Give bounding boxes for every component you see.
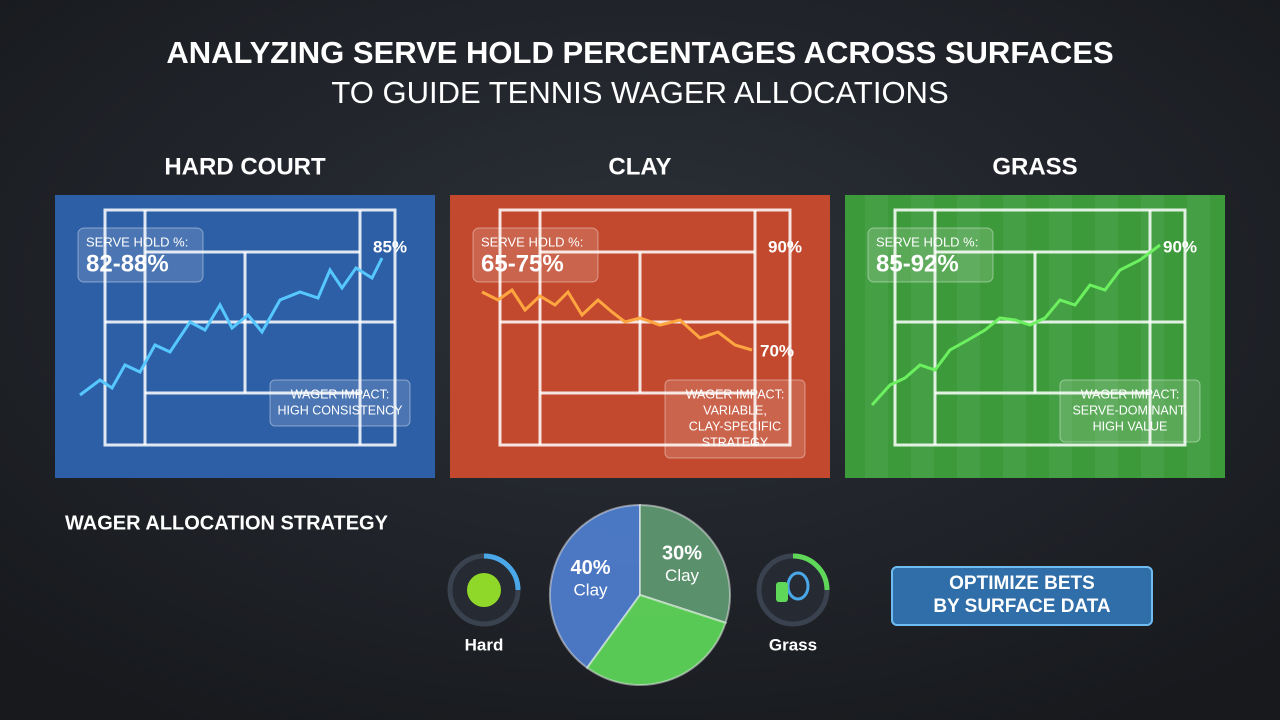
impact-text: VARIABLE, xyxy=(703,403,767,417)
impact-box xyxy=(664,379,806,459)
court-line xyxy=(498,208,792,447)
grass-stripe xyxy=(1095,195,1118,478)
court-lines xyxy=(893,208,1187,447)
trend-line xyxy=(79,257,384,397)
grass-stripe xyxy=(865,195,888,478)
grass-icon xyxy=(756,553,830,627)
value-marker: 85% xyxy=(373,237,407,256)
impact-text: WAGER IMPACT: xyxy=(686,387,785,401)
impact-text: HIGH VALUE xyxy=(1093,419,1168,433)
trend-line xyxy=(481,287,753,352)
hold-range: 85-92% xyxy=(876,250,959,277)
hold-box xyxy=(867,227,994,283)
icon-label: Hard xyxy=(465,635,504,654)
impact-text: CLAY-SPECIFIC xyxy=(689,419,781,433)
impact-text: WAGER IMPACT: xyxy=(1081,387,1180,401)
button[interactable] xyxy=(891,566,1153,626)
value-marker: 90% xyxy=(768,237,802,256)
grass-stripe xyxy=(911,195,934,478)
icon-label: Grass xyxy=(769,635,817,654)
grass-stripe xyxy=(1187,195,1210,478)
title: TO GUIDE TENNIS WAGER ALLOCATIONS xyxy=(331,75,948,110)
button-text[interactable]: OPTIMIZE BETS xyxy=(949,573,1095,594)
court-line xyxy=(893,208,1187,447)
panel-heading: HARD COURT xyxy=(164,153,326,180)
pie-slice xyxy=(585,593,727,686)
impact-text: WAGER IMPACT: xyxy=(291,387,390,401)
court-line xyxy=(103,208,397,447)
hold-range: 65-75% xyxy=(481,250,564,277)
slice-label: Clay xyxy=(665,566,700,585)
impact-box xyxy=(1059,379,1201,443)
court-panel: SERVE HOLD %:85-92% 90% WAGER IMPACT: SERVE… xyxy=(845,195,1225,478)
value-marker: 70% xyxy=(760,341,794,360)
pie-slice xyxy=(639,503,731,625)
pie-slice xyxy=(549,503,641,670)
hold-box xyxy=(77,227,204,283)
hard-icon xyxy=(447,553,521,627)
impact-text: HIGH CONSISTENCY xyxy=(277,403,403,417)
slice-value: 40% xyxy=(571,557,611,579)
strategy-heading: WAGER ALLOCATION STRATEGY xyxy=(65,512,389,534)
panel-heading: GRASS xyxy=(992,153,1077,180)
hold-range: 82-88% xyxy=(86,250,169,277)
hold-label: SERVE HOLD %: xyxy=(86,234,188,249)
button-text[interactable]: BY SURFACE DATA xyxy=(933,596,1111,617)
value-marker: 90% xyxy=(1163,237,1197,256)
grass-stripe xyxy=(1003,195,1026,478)
trend-line xyxy=(870,243,1161,407)
grass-stripe xyxy=(1049,195,1072,478)
slice-value: 30% xyxy=(662,543,702,565)
court-panel: SERVE HOLD %:82-88% 85% WAGER IMPACT: HIGH … xyxy=(55,195,435,478)
title: ANALYZING SERVE HOLD PERCENTAGES ACROSS … xyxy=(166,35,1113,70)
slice-label: Clay xyxy=(574,580,609,599)
impact-text: STRATEGY xyxy=(702,435,769,449)
impact-box xyxy=(269,379,411,427)
court-lines xyxy=(103,208,397,447)
panel-heading: CLAY xyxy=(608,153,671,180)
impact-text: SERVE-DOMINANT, xyxy=(1072,403,1187,417)
grass-stripe xyxy=(957,195,980,478)
hold-label: SERVE HOLD %: xyxy=(876,234,978,249)
grass-stripe xyxy=(1141,195,1164,478)
hold-label: SERVE HOLD %: xyxy=(481,234,583,249)
hold-box xyxy=(472,227,599,283)
court-lines xyxy=(498,208,792,447)
court-panel: SERVE HOLD %:65-75% 90% 70% WAGER IMPACT: VA… xyxy=(450,195,830,478)
